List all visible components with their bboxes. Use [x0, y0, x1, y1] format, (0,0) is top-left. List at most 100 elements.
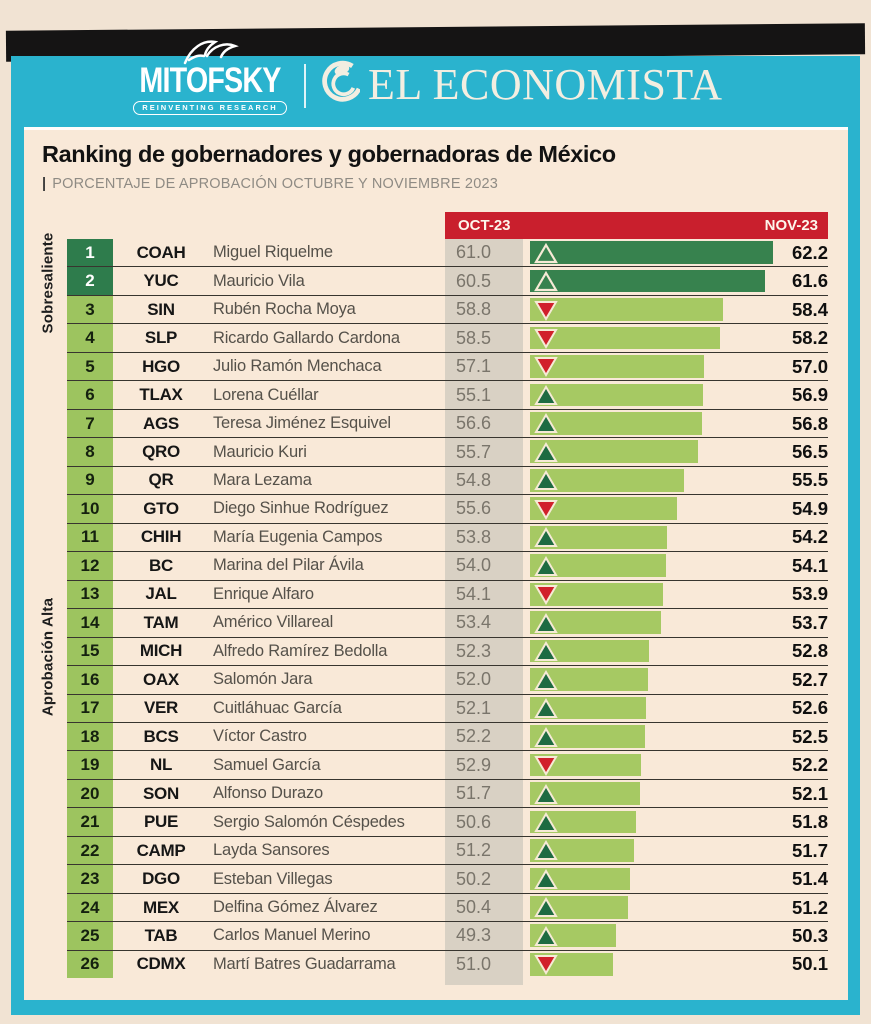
- table-row: 6 TLAX Lorena Cuéllar 55.1 56.9: [67, 381, 828, 410]
- approval-bar: [530, 696, 647, 720]
- nov-value: 50.3: [791, 924, 828, 946]
- nov-value: 50.1: [791, 953, 828, 975]
- rank-badge: 2: [67, 267, 113, 295]
- oct-column-background: [445, 239, 523, 985]
- governor-name: Diego Sinhue Rodríguez: [213, 499, 389, 518]
- trend-up-icon: [534, 783, 558, 804]
- nov-value: 61.6: [791, 270, 828, 292]
- oct-value: 49.3: [456, 925, 492, 946]
- trend-up-icon: [534, 641, 558, 662]
- governor-name: Julio Ramón Menchaca: [213, 357, 382, 376]
- table-row: 23 DGO Esteban Villegas 50.2 51.4: [67, 865, 828, 894]
- oct-value: 58.8: [456, 299, 492, 320]
- state-abbreviation: OAX: [143, 669, 179, 689]
- nov-value: 52.2: [791, 754, 828, 776]
- approval-bar: [530, 269, 765, 293]
- state-abbreviation: SIN: [147, 299, 175, 319]
- rank-badge: 21: [67, 808, 113, 836]
- oct-value: 54.8: [456, 469, 492, 490]
- trend-down-icon: [534, 585, 558, 606]
- governor-name: Rubén Rocha Moya: [213, 300, 356, 319]
- nov-value: 58.2: [791, 327, 828, 349]
- oct-value: 51.0: [456, 953, 492, 974]
- governor-name: Delfina Gómez Álvarez: [213, 898, 378, 917]
- state-abbreviation: DGO: [142, 869, 180, 889]
- rank-badge: 5: [67, 352, 113, 381]
- rank-badge: 22: [67, 836, 113, 865]
- approval-bar: [530, 839, 635, 862]
- nov-value: 56.8: [791, 412, 828, 434]
- rank-badge: 24: [67, 893, 113, 922]
- governor-name: Enrique Alfaro: [213, 584, 314, 603]
- mitofsky-logo: MITOFSKY REINVENTING RESEARCH: [112, 36, 308, 115]
- nov-value: 54.9: [791, 497, 828, 519]
- nov-value: 52.5: [791, 725, 828, 747]
- trend-up-icon: [534, 242, 558, 263]
- nov-value: 54.1: [791, 554, 828, 576]
- rank-badge: 1: [67, 239, 113, 267]
- rank-badge: 16: [67, 666, 113, 694]
- rank-badge: 6: [67, 381, 113, 409]
- oct-value: 57.1: [456, 356, 492, 377]
- approval-bar: [530, 355, 705, 378]
- trend-up-icon: [534, 698, 558, 719]
- governor-name: Mara Lezama: [213, 470, 312, 489]
- page-title: Ranking de gobernadores y gobernadoras d…: [42, 141, 616, 167]
- table-row: 12 BC Marina del Pilar Ávila 54.0 54.1: [67, 552, 828, 581]
- nov-value: 56.5: [791, 441, 828, 463]
- governor-name: Salomón Jara: [213, 670, 313, 689]
- table-row: 14 TAM Américo Villareal 53.4 53.7: [67, 609, 828, 638]
- trend-up-icon: [534, 868, 558, 889]
- oct-value: 51.2: [456, 840, 492, 861]
- rank-badge: 12: [67, 552, 113, 580]
- nov-value: 53.9: [791, 583, 828, 605]
- oct-value: 58.5: [456, 327, 492, 348]
- approval-bar: [530, 326, 721, 350]
- approval-bar: [530, 525, 668, 549]
- oct-value: 55.7: [456, 441, 492, 462]
- state-abbreviation: TAM: [143, 612, 179, 632]
- rank-badge: 17: [67, 694, 113, 722]
- oct-value: 53.4: [456, 612, 492, 633]
- mitofsky-tagline: REINVENTING RESEARCH: [133, 100, 287, 115]
- column-header-nov: NOV-23: [764, 217, 818, 234]
- governor-name: Mauricio Kuri: [213, 442, 307, 461]
- oct-value: 50.6: [456, 811, 492, 832]
- column-header: OCT-23 NOV-23: [445, 212, 828, 239]
- nov-value: 52.1: [791, 782, 828, 804]
- oct-value: 50.2: [456, 868, 492, 889]
- approval-bar: [530, 241, 773, 264]
- table-row: 15 MICH Alfredo Ramírez Bedolla 52.3 52.…: [67, 637, 828, 667]
- nov-value: 51.8: [791, 811, 828, 833]
- governor-name: Alfonso Durazo: [213, 784, 324, 803]
- table-row: 10 GTO Diego Sinhue Rodríguez 55.6 54.9: [67, 495, 828, 524]
- state-abbreviation: SLP: [144, 328, 178, 348]
- table-row: 9 QR Mara Lezama 54.8 55.5: [67, 466, 828, 496]
- state-abbreviation: BCS: [143, 726, 179, 746]
- state-abbreviation: MICH: [139, 641, 183, 661]
- oct-value: 50.4: [456, 897, 492, 918]
- governor-name: Layda Sansores: [213, 841, 330, 860]
- state-abbreviation: TLAX: [139, 385, 183, 405]
- trend-up-icon: [534, 527, 558, 548]
- subtitle-text: PORCENTAJE DE APROBACIÓN OCTUBRE Y NOVIE…: [52, 176, 498, 192]
- nov-value: 54.2: [791, 526, 828, 548]
- table-row: 25 TAB Carlos Manuel Merino 49.3 50.3: [67, 922, 828, 951]
- state-abbreviation: NL: [149, 755, 173, 775]
- oct-value: 52.1: [456, 697, 492, 718]
- state-abbreviation: VER: [143, 698, 179, 718]
- state-abbreviation: BC: [149, 555, 173, 575]
- state-abbreviation: GTO: [143, 498, 179, 518]
- state-abbreviation: CAMP: [136, 840, 186, 860]
- trend-up-icon: [534, 669, 558, 690]
- page-subtitle: | PORCENTAJE DE APROBACIÓN OCTUBRE Y NOVI…: [42, 176, 498, 192]
- trend-down-icon: [534, 329, 558, 349]
- state-abbreviation: PUE: [143, 812, 179, 832]
- trend-up-icon: [534, 271, 558, 292]
- approval-bar: [530, 298, 723, 321]
- oct-value: 52.2: [456, 726, 492, 747]
- oct-value: 55.1: [456, 384, 492, 405]
- rank-badge: 10: [67, 495, 113, 523]
- rank-badge: 7: [67, 409, 113, 438]
- oct-value: 54.1: [456, 583, 492, 604]
